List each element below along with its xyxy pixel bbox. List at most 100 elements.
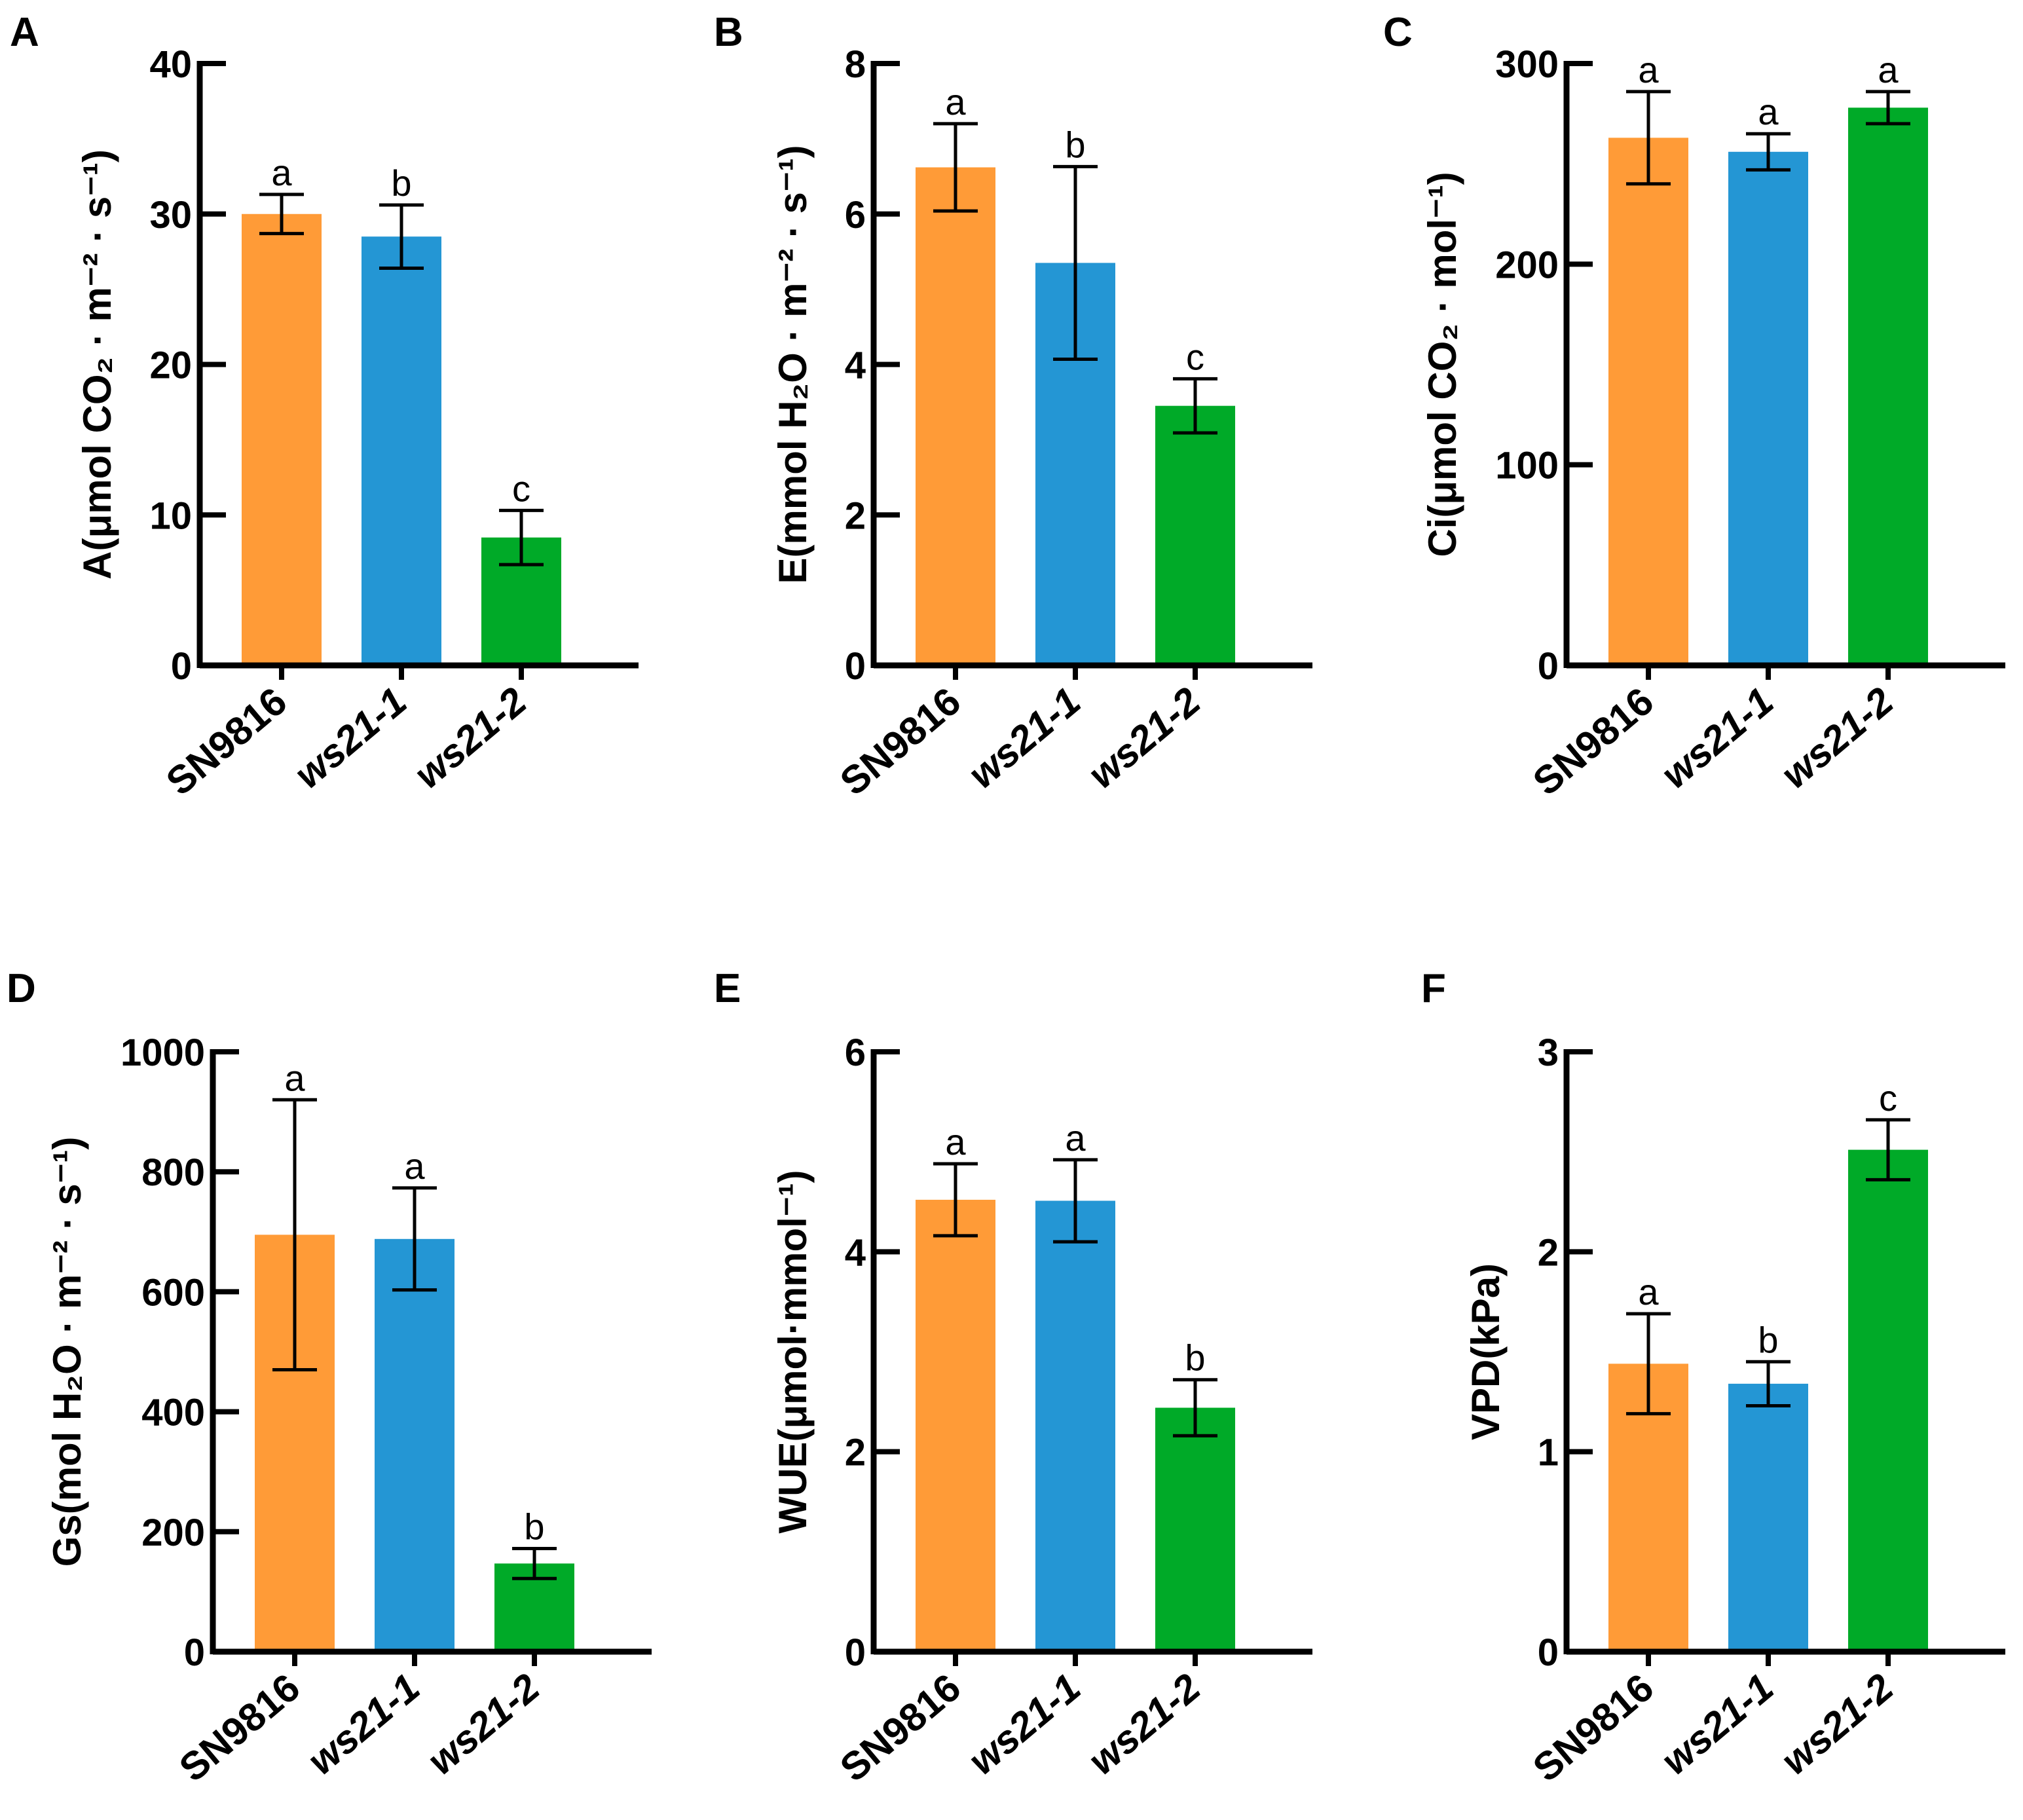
y-tick-label: 200	[141, 1512, 205, 1554]
panel-e: Ea SN9816 a ws21-1 b ws21-2 0 2 4 6 WUE(μmol·mmol⁻…	[714, 966, 1312, 1790]
error-bar	[1866, 90, 1910, 126]
y-tick-label: 3	[1538, 1031, 1559, 1074]
error-bar	[379, 203, 424, 270]
y-tick-label: 20	[149, 344, 192, 387]
y-tick-label: 300	[1495, 43, 1559, 86]
bar-ws21-2	[1155, 405, 1235, 665]
error-bar	[1173, 1378, 1217, 1438]
error-bar	[1053, 164, 1098, 361]
significance-letter: a	[1878, 49, 1899, 90]
y-tick-label: 400	[141, 1392, 205, 1434]
error-bar	[1746, 1360, 1791, 1407]
panel-d: Da SN9816 a ws21-1 b ws21-2 0 200 400 600 800 1000 G…	[7, 966, 652, 1790]
error-bar	[1053, 1158, 1098, 1244]
x-tick-label: SN9816	[1525, 679, 1661, 804]
bar-SN9816	[242, 214, 322, 665]
y-tick-label: 0	[845, 645, 866, 688]
y-tick-label: 800	[141, 1151, 205, 1194]
bar-SN9816	[916, 167, 995, 666]
error-bar	[499, 508, 544, 566]
significance-letter: a	[271, 152, 292, 193]
y-tick-label: 200	[1495, 244, 1559, 286]
y-tick-label: 6	[845, 194, 866, 236]
error-bar	[933, 122, 978, 213]
significance-letter: a	[945, 1121, 966, 1162]
y-tick-label: 30	[149, 194, 192, 236]
bar-ws21-1	[1035, 1200, 1115, 1652]
x-tick-label: ws21-2	[406, 679, 534, 797]
bar-SN9816	[916, 1199, 995, 1652]
x-tick-label: ws21-2	[1080, 679, 1208, 797]
significance-letter: c	[512, 468, 530, 509]
y-tick-label: 2	[845, 1432, 866, 1474]
x-tick-label: ws21-1	[299, 1665, 428, 1783]
x-tick-label: ws21-2	[419, 1665, 548, 1783]
panel-f: Fa SN9816 b ws21-1 c ws21-2 0 1 2 3 VPD(kPa)	[1421, 966, 2005, 1790]
x-tick-label: ws21-2	[1080, 1665, 1208, 1783]
y-tick-label: 0	[1538, 645, 1559, 688]
y-tick-label: 40	[149, 43, 192, 86]
significance-letter: a	[1065, 1117, 1086, 1159]
error-bar	[512, 1546, 557, 1580]
y-tick-label: 100	[1495, 445, 1559, 487]
y-tick-label: 4	[845, 344, 866, 387]
bar-SN9816	[1608, 138, 1688, 666]
bar-ws21-1	[362, 236, 441, 665]
significance-letter: a	[1638, 49, 1659, 90]
y-axis-label: E(mmol H₂O · m⁻² · s⁻¹)	[771, 145, 815, 584]
x-tick-label: ws21-2	[1773, 1665, 1901, 1783]
y-tick-label: 2	[1538, 1231, 1559, 1274]
y-axis-label: Gs(mol H₂O · m⁻² · s⁻¹)	[45, 1137, 89, 1567]
y-tick-label: 10	[149, 494, 192, 537]
significance-letter: b	[1065, 124, 1085, 165]
error-bar	[1746, 132, 1791, 172]
x-tick-label: SN9816	[171, 1665, 308, 1791]
panel-a: Aa SN9816 b ws21-1 c ws21-2 0 10 20 30 40 A(μmol CO…	[10, 10, 639, 804]
error-bar	[933, 1162, 978, 1238]
x-tick-label: ws21-2	[1773, 679, 1901, 797]
panel-b: Ba SN9816 b ws21-1 c ws21-2 0 2 4 6 8 E(mmol H₂O · …	[714, 10, 1312, 804]
significance-letter: a	[1758, 91, 1779, 132]
panel-letter: D	[7, 966, 36, 1011]
y-tick-label: 1000	[121, 1031, 205, 1074]
x-tick-label: ws21-1	[286, 679, 415, 797]
significance-letter: c	[1879, 1077, 1897, 1119]
y-tick-label: 1	[1538, 1432, 1559, 1474]
panel-letter: C	[1383, 10, 1413, 55]
significance-letter: a	[945, 81, 966, 122]
bar-ws21-1	[1728, 151, 1808, 665]
error-bar	[1866, 1118, 1910, 1181]
significance-letter: a	[1638, 1271, 1659, 1312]
error-bar	[1626, 90, 1671, 186]
error-bar	[272, 1098, 317, 1371]
y-tick-label: 0	[171, 645, 192, 688]
significance-letter: b	[524, 1506, 544, 1547]
panel-letter: F	[1421, 966, 1446, 1011]
error-bar	[392, 1186, 437, 1292]
significance-letter: c	[1186, 336, 1204, 377]
error-bar	[259, 193, 304, 236]
y-axis-label: WUE(μmol·mmol⁻¹)	[771, 1170, 815, 1534]
bar-ws21-2	[1848, 1149, 1928, 1652]
y-tick-label: 600	[141, 1271, 205, 1314]
significance-letter: a	[284, 1057, 305, 1098]
x-tick-label: ws21-1	[960, 679, 1088, 797]
x-tick-label: SN9816	[832, 679, 969, 804]
bar-ws21-2	[1848, 107, 1928, 666]
y-tick-label: 0	[845, 1631, 866, 1674]
bar-ws21-1	[375, 1238, 455, 1652]
significance-letter: b	[1185, 1337, 1205, 1379]
y-axis-label: VPD(kPa)	[1464, 1263, 1508, 1440]
y-axis-label: A(μmol CO₂ · m⁻² · s⁻¹)	[75, 149, 119, 580]
panel-letter: A	[10, 10, 39, 55]
panel-letter: B	[714, 10, 743, 55]
significance-letter: b	[391, 162, 411, 204]
bar-ws21-2	[1155, 1407, 1235, 1652]
significance-letter: a	[404, 1145, 425, 1187]
x-tick-label: ws21-1	[1653, 679, 1781, 797]
error-bar	[1626, 1312, 1671, 1416]
significance-letter: b	[1758, 1319, 1778, 1360]
panel-letter: E	[714, 966, 741, 1011]
x-tick-label: ws21-1	[960, 1665, 1088, 1783]
